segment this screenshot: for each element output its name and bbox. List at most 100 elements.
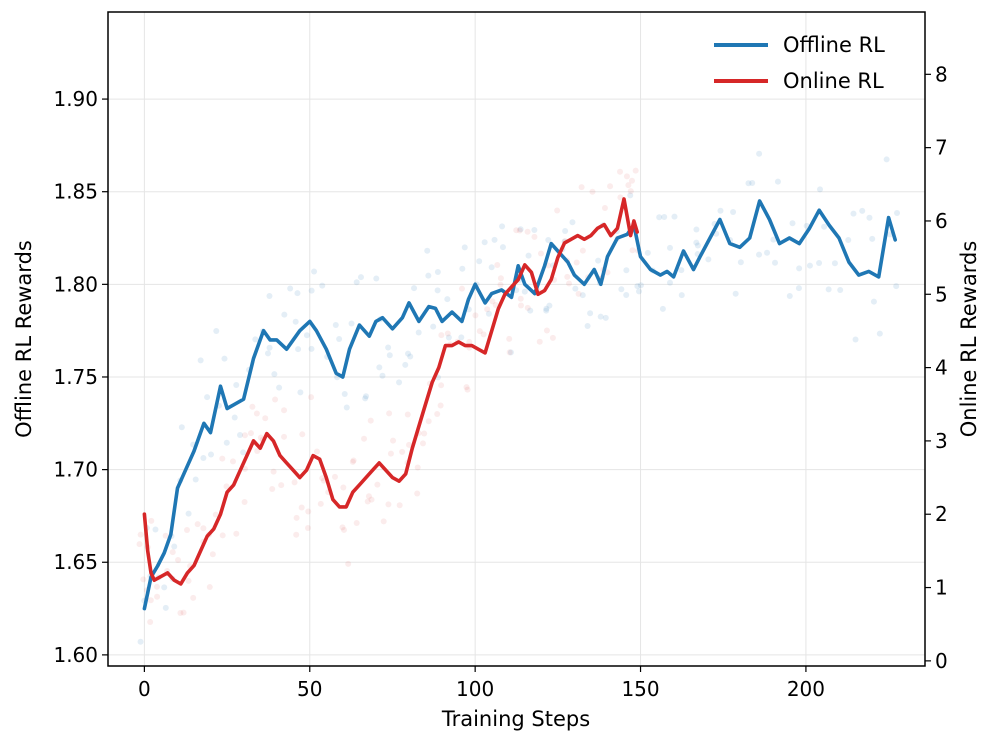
- raw-point-online: [497, 275, 504, 282]
- raw-point-online: [578, 184, 585, 191]
- raw-point-offline: [385, 344, 392, 351]
- raw-point-offline: [444, 296, 451, 303]
- raw-point-offline: [845, 236, 852, 243]
- raw-point-offline: [870, 298, 877, 305]
- raw-point-offline: [817, 186, 824, 193]
- raw-point-online: [136, 541, 143, 548]
- raw-point-offline: [587, 310, 594, 317]
- raw-point-online: [399, 448, 406, 455]
- plot-frame: [107, 11, 926, 667]
- raw-point-offline: [425, 272, 432, 279]
- raw-point-offline: [332, 321, 339, 328]
- raw-point-online: [153, 583, 160, 590]
- raw-point-online: [291, 479, 298, 486]
- raw-point-offline: [185, 510, 192, 517]
- raw-point-online: [625, 182, 632, 189]
- raw-point-online: [308, 394, 315, 401]
- raw-point-offline: [825, 286, 832, 293]
- raw-point-offline: [281, 311, 288, 318]
- raw-point-online: [497, 281, 504, 288]
- raw-point-offline: [543, 307, 550, 314]
- raw-point-online: [247, 430, 254, 437]
- raw-point-online: [536, 338, 543, 345]
- raw-point-offline: [595, 257, 602, 264]
- raw-point-online: [414, 490, 421, 497]
- raw-point-offline: [831, 260, 838, 267]
- raw-point-offline: [434, 287, 441, 294]
- raw-point-offline: [584, 323, 591, 330]
- raw-point-online: [575, 290, 582, 297]
- raw-point-offline: [485, 310, 492, 317]
- raw-point-offline: [883, 156, 890, 163]
- raw-point-online: [374, 481, 381, 488]
- legend-label-online: Online RL: [783, 69, 884, 93]
- raw-point-offline: [379, 372, 386, 379]
- raw-point-offline: [266, 344, 273, 351]
- raw-point-offline: [772, 259, 779, 266]
- raw-point-online: [489, 298, 496, 305]
- raw-point-online: [223, 483, 230, 490]
- raw-point-online: [589, 188, 596, 195]
- raw-point-offline: [693, 226, 700, 233]
- raw-point-offline: [271, 371, 278, 378]
- raw-point-offline: [730, 209, 737, 216]
- raw-point-online: [396, 502, 403, 509]
- raw-point-online: [206, 584, 213, 591]
- raw-point-online: [349, 458, 356, 465]
- raw-point-online: [304, 524, 311, 531]
- raw-point-offline: [821, 223, 828, 230]
- raw-point-offline: [430, 323, 437, 330]
- raw-point-offline: [415, 329, 422, 336]
- raw-point-online: [617, 168, 624, 175]
- raw-point-online: [364, 498, 371, 505]
- raw-point-online: [313, 448, 320, 455]
- raw-point-offline: [745, 180, 752, 187]
- raw-point-offline: [287, 285, 294, 292]
- raw-point-offline: [336, 335, 343, 342]
- raw-point-offline: [876, 330, 883, 337]
- series-line-offline-rl: [142, 199, 897, 611]
- y-axis-right: 0 1 2 3 4 5 6 7 8: [925, 62, 948, 673]
- raw-point-online: [506, 349, 513, 356]
- raw-point-online: [147, 618, 154, 625]
- raw-point-offline: [252, 336, 259, 343]
- raw-point-offline: [424, 247, 431, 254]
- raw-point-offline: [627, 192, 634, 199]
- raw-point-offline: [266, 293, 273, 300]
- raw-point-offline: [531, 226, 538, 233]
- raw-point-offline: [866, 214, 873, 221]
- raw-point-offline: [407, 353, 414, 360]
- raw-point-offline: [527, 307, 534, 314]
- raw-point-offline: [171, 543, 178, 550]
- raw-point-online: [404, 411, 411, 418]
- raw-point-online: [194, 521, 201, 528]
- raw-point-online: [517, 295, 524, 302]
- raw-point-online: [385, 501, 392, 508]
- y-right-tick-label: 0: [935, 649, 948, 673]
- y-right-tick-label: 4: [935, 356, 948, 380]
- x-axis-title: Training Steps: [441, 707, 590, 731]
- raw-point-offline: [197, 357, 204, 364]
- raw-point-online: [219, 455, 226, 462]
- raw-point-offline: [319, 282, 326, 289]
- raw-point-online: [516, 227, 523, 234]
- raw-point-offline: [579, 292, 586, 299]
- raw-point-online: [566, 280, 573, 287]
- raw-point-online: [629, 247, 636, 254]
- raw-point-offline: [363, 393, 370, 400]
- raw-point-online: [331, 473, 338, 480]
- raw-point-online: [406, 441, 413, 448]
- raw-point-online: [345, 560, 352, 567]
- raw-point-offline: [796, 265, 803, 272]
- raw-point-offline: [178, 424, 185, 431]
- raw-point-online: [579, 247, 586, 254]
- y-right-tick-label: 7: [935, 136, 948, 160]
- raw-point-offline: [311, 268, 318, 275]
- raw-point-online: [632, 167, 639, 174]
- raw-point-online: [573, 259, 580, 266]
- raw-point-offline: [240, 449, 247, 456]
- x-tick-label: 200: [787, 677, 825, 701]
- raw-point-online: [537, 250, 544, 257]
- raw-point-online: [480, 331, 487, 338]
